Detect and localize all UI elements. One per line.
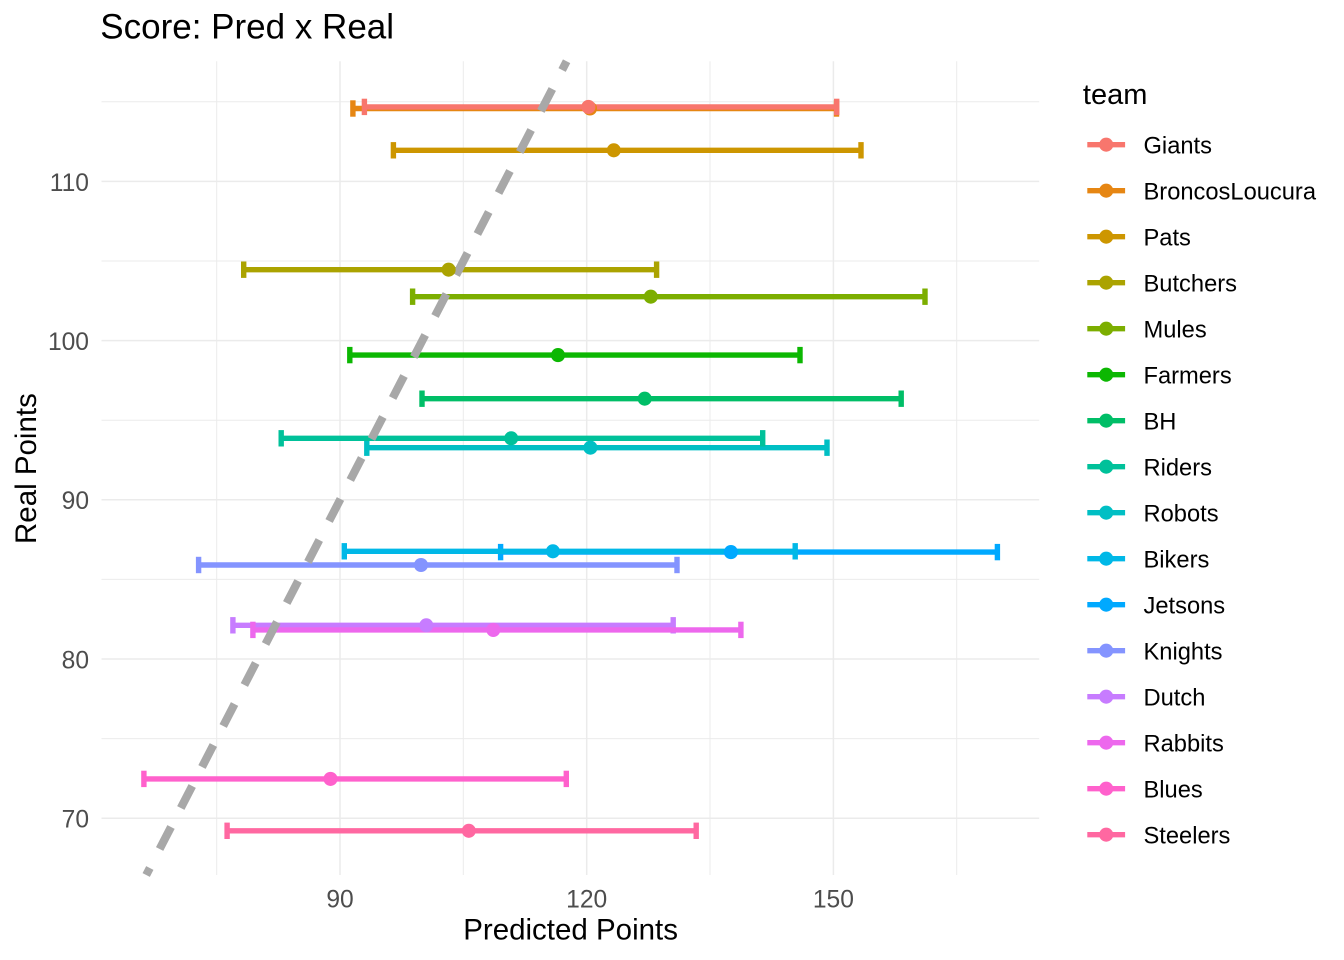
svg-text:Butchers: Butchers (1144, 272, 1237, 298)
svg-text:Pats: Pats (1144, 226, 1191, 252)
svg-text:team: team (1083, 79, 1147, 111)
svg-text:Riders: Riders (1144, 456, 1212, 482)
svg-text:Farmers: Farmers (1144, 364, 1232, 390)
svg-text:BH: BH (1144, 410, 1177, 436)
svg-text:BroncosLoucura: BroncosLoucura (1144, 180, 1317, 206)
svg-text:Knights: Knights (1144, 640, 1223, 666)
svg-text:Score: Pred x Real: Score: Pred x Real (100, 8, 394, 47)
svg-text:150: 150 (813, 886, 854, 913)
svg-text:100: 100 (48, 329, 89, 356)
svg-text:Rabbits: Rabbits (1144, 732, 1224, 758)
svg-text:Robots: Robots (1144, 502, 1219, 528)
svg-text:120: 120 (566, 886, 607, 913)
svg-text:Steelers: Steelers (1144, 824, 1231, 850)
svg-text:110: 110 (50, 170, 89, 197)
svg-text:90: 90 (326, 886, 353, 913)
svg-text:Jetsons: Jetsons (1144, 594, 1226, 620)
svg-text:70: 70 (62, 807, 89, 834)
svg-text:80: 80 (62, 647, 89, 674)
svg-text:Giants: Giants (1144, 134, 1212, 160)
svg-text:Dutch: Dutch (1144, 686, 1206, 712)
svg-text:Bikers: Bikers (1144, 548, 1210, 574)
svg-text:Blues: Blues (1144, 778, 1203, 804)
svg-text:90: 90 (62, 488, 89, 515)
svg-text:Real Points: Real Points (10, 393, 43, 544)
svg-text:Mules: Mules (1144, 318, 1207, 344)
svg-text:Predicted Points: Predicted Points (463, 914, 678, 947)
